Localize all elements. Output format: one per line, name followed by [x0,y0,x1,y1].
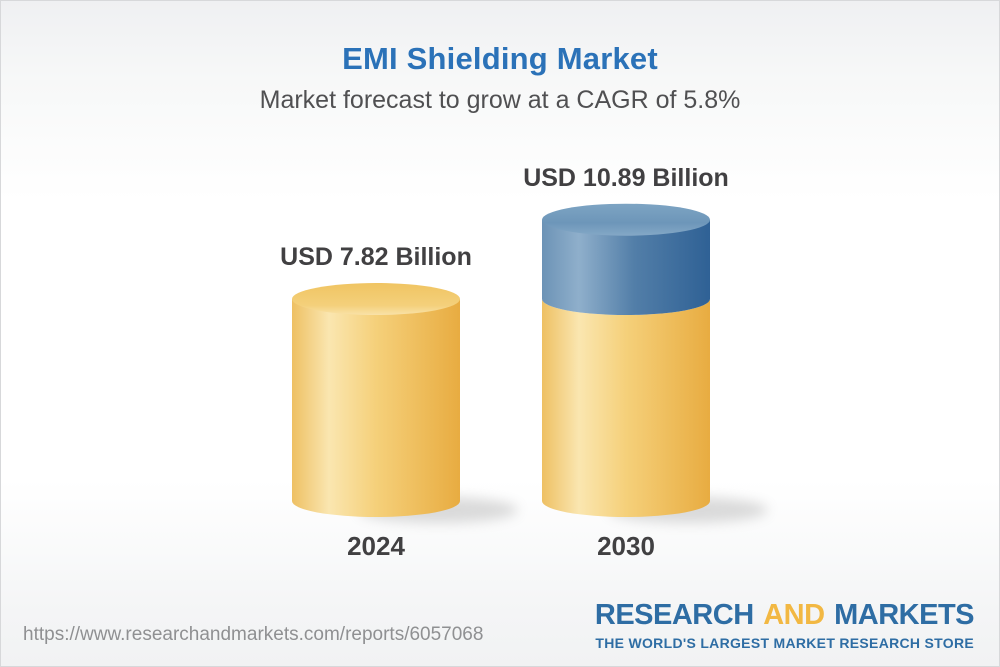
cylinder-top-2024 [292,283,460,316]
bar-shadow-2024 [358,497,518,523]
page-subtitle: Market forecast to grow at a CAGR of 5.8… [259,86,741,114]
logo-word-research: RESEARCH [594,599,754,631]
category-label-2024: 2024 [347,531,405,561]
cylinder-growth-segment-2030 [542,219,710,316]
value-label-2030: USD 10.89 Billion [523,164,729,192]
bar-shadow-2030 [608,497,768,523]
cylinder-top-2030 [542,203,710,236]
cylinder-body-2024 [292,299,460,517]
cylinder-base-segment-2030 [542,299,710,517]
logo-tagline: THE WORLD'S LARGEST MARKET RESEARCH STOR… [595,635,974,651]
report-url: https://www.researchandmarkets.com/repor… [23,624,484,645]
value-label-2024: USD 7.82 Billion [280,243,472,271]
page-title: EMI Shielding Market [342,41,658,76]
logo-wordmark: RESEARCH AND MARKETS [594,599,975,631]
category-label-2030: 2030 [597,531,655,561]
logo-word-and: AND [763,599,825,631]
research-and-markets-logo: RESEARCH AND MARKETS THE WORLD'S LARGEST… [594,599,975,651]
logo-word-markets: MARKETS [834,599,974,631]
